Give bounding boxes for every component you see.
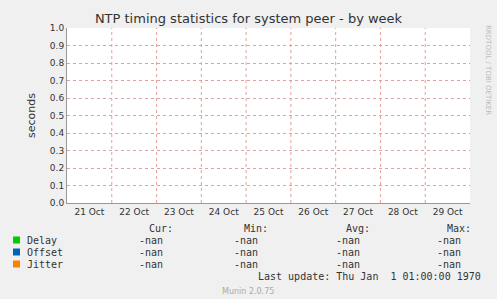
svg-text:0.3: 0.3 bbox=[50, 146, 64, 156]
svg-text:Delay: Delay bbox=[27, 235, 57, 246]
svg-text:-nan: -nan bbox=[437, 235, 461, 246]
svg-text:-nan: -nan bbox=[336, 247, 360, 258]
svg-text:25 Oct: 25 Oct bbox=[254, 207, 284, 217]
svg-text:RRDTOOL / TOBI OETIKER: RRDTOOL / TOBI OETIKER bbox=[484, 25, 492, 115]
svg-text:-nan: -nan bbox=[139, 235, 163, 246]
svg-text:0.5: 0.5 bbox=[50, 111, 64, 121]
svg-text:NTP timing statistics for syst: NTP timing statistics for system peer - … bbox=[95, 11, 403, 26]
svg-text:seconds: seconds bbox=[25, 93, 38, 138]
svg-text:-nan: -nan bbox=[336, 235, 360, 246]
svg-text:-nan: -nan bbox=[234, 259, 258, 270]
svg-text:Max:: Max: bbox=[447, 223, 471, 234]
svg-text:1.0: 1.0 bbox=[50, 23, 65, 33]
svg-text:-nan: -nan bbox=[437, 259, 461, 270]
svg-text:Min:: Min: bbox=[244, 223, 268, 234]
svg-text:0.9: 0.9 bbox=[50, 41, 65, 51]
svg-text:27 Oct: 27 Oct bbox=[343, 207, 373, 217]
svg-text:23 Oct: 23 Oct bbox=[164, 207, 194, 217]
svg-text:24 Oct: 24 Oct bbox=[209, 207, 239, 217]
svg-text:0.7: 0.7 bbox=[50, 76, 64, 86]
svg-text:0.4: 0.4 bbox=[50, 128, 65, 138]
svg-text:Offset: Offset bbox=[27, 247, 63, 258]
svg-text:Cur:: Cur: bbox=[149, 223, 173, 234]
svg-text:-nan: -nan bbox=[234, 235, 258, 246]
svg-text:-nan: -nan bbox=[234, 247, 258, 258]
svg-text:0.6: 0.6 bbox=[50, 93, 65, 103]
svg-text:21 Oct: 21 Oct bbox=[74, 207, 104, 217]
svg-text:26 Oct: 26 Oct bbox=[298, 207, 328, 217]
svg-text:-nan: -nan bbox=[336, 259, 360, 270]
svg-text:22 Oct: 22 Oct bbox=[119, 207, 149, 217]
svg-text:Munin 2.0.75: Munin 2.0.75 bbox=[222, 287, 274, 296]
svg-text:Last update: Thu Jan 1 01:00:: Last update: Thu Jan 1 01:00:00 1970 bbox=[258, 271, 481, 282]
svg-text:Avg:: Avg: bbox=[346, 223, 370, 234]
svg-text:-nan: -nan bbox=[437, 247, 461, 258]
svg-text:0.1: 0.1 bbox=[50, 181, 64, 191]
svg-text:0.8: 0.8 bbox=[50, 58, 65, 68]
svg-text:0.2: 0.2 bbox=[50, 163, 64, 173]
svg-text:Jitter: Jitter bbox=[27, 259, 63, 270]
svg-text:28 Oct: 28 Oct bbox=[388, 207, 418, 217]
svg-text:-nan: -nan bbox=[139, 259, 163, 270]
svg-text:29 Oct: 29 Oct bbox=[433, 207, 463, 217]
svg-text:-nan: -nan bbox=[139, 247, 163, 258]
svg-text:0.0: 0.0 bbox=[50, 198, 65, 208]
